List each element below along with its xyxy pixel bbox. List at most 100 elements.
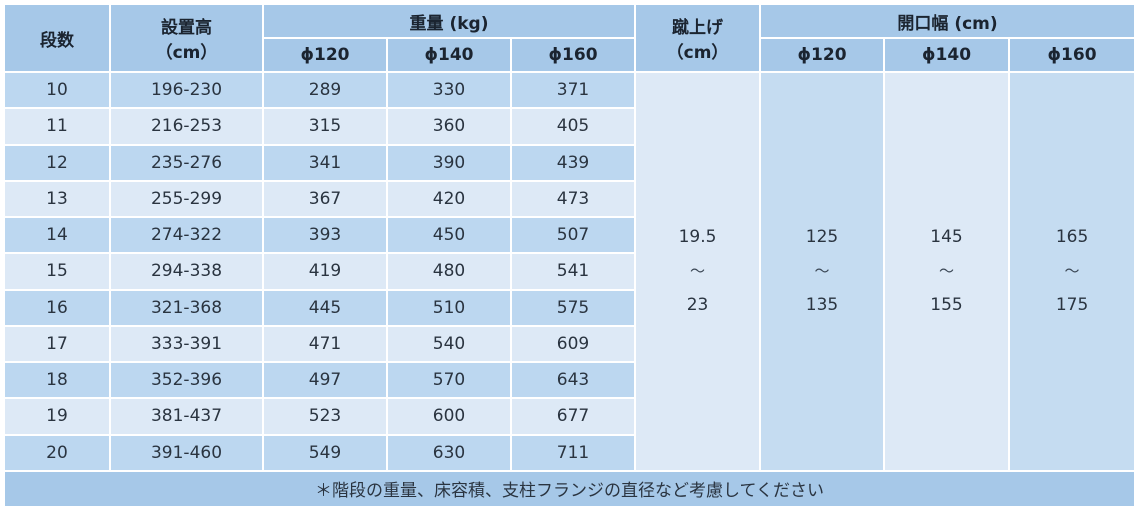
cell-height: 274-322 <box>109 215 264 255</box>
cell-weight-160: 575 <box>509 288 637 327</box>
open120-from: 125 <box>805 227 839 248</box>
header-weight-d140: ϕ140 <box>386 37 512 73</box>
header-weight-d120: ϕ120 <box>262 37 388 73</box>
cell-height: 333-391 <box>109 324 264 364</box>
cell-height: 321-368 <box>109 288 264 327</box>
cell-weight-120: 419 <box>262 252 388 291</box>
cell-open160-merged: 165 〜 175 <box>1008 71 1137 472</box>
kick-from: 19.5 <box>678 227 717 248</box>
cell-weight-120: 393 <box>262 215 388 255</box>
cell-weight-160: 507 <box>509 215 637 255</box>
cell-open140-merged: 145 〜 155 <box>883 71 1011 472</box>
kick-title: 蹴上げ <box>672 18 724 38</box>
cell-weight-140: 510 <box>386 288 512 327</box>
cell-weight-160: 439 <box>509 143 637 182</box>
cell-weight-160: 371 <box>509 70 637 110</box>
cell-weight-120: 549 <box>262 433 388 472</box>
table-row: 15 294-338 419 480 541 <box>3 252 1135 291</box>
header-row-1: 段数 設置高 （cm） 重量 (kg) 蹴上げ （cm） 開口幅 (cm) <box>3 3 1137 73</box>
range-tilde-kick: 〜 <box>690 262 706 281</box>
header-open-d160: ϕ160 <box>1008 37 1137 73</box>
cell-weight-140: 360 <box>386 107 512 146</box>
table-row: 16 321-368 445 510 575 <box>3 288 1135 327</box>
cell-steps: 18 <box>3 360 111 400</box>
header-open-d140: ϕ140 <box>883 37 1011 73</box>
cell-weight-120: 341 <box>262 143 388 182</box>
cell-height: 294-338 <box>109 252 264 291</box>
header-row-2: ϕ120 ϕ140 ϕ160 ϕ120 ϕ140 ϕ160 <box>4 37 1137 73</box>
cell-open120-merged: 125 〜 135 <box>759 71 886 472</box>
cell-weight-160: 609 <box>509 324 637 364</box>
kick-unit: （cm） <box>666 43 729 63</box>
table-row: 11 216-253 315 360 405 <box>3 107 1135 146</box>
cell-steps: 12 <box>3 143 111 182</box>
cell-steps: 19 <box>3 397 111 436</box>
open140-to: 155 <box>930 295 963 316</box>
cell-weight-120: 445 <box>262 288 388 327</box>
table-row: 14 274-322 393 450 507 <box>3 215 1135 255</box>
table-row: 20 391-460 549 630 711 <box>3 433 1135 472</box>
open120-to: 135 <box>805 295 839 316</box>
cell-height: 235-276 <box>109 143 264 182</box>
stair-spec-table: 段数 設置高 （cm） 重量 (kg) 蹴上げ （cm） 開口幅 (cm) ϕ1… <box>2 3 1137 509</box>
cell-weight-140: 600 <box>386 397 512 436</box>
cell-weight-160: 643 <box>509 360 637 400</box>
open160-from: 165 <box>1055 227 1089 248</box>
header-opening-width: 開口幅 (cm) <box>759 3 1137 39</box>
cell-steps: 11 <box>3 107 111 146</box>
cell-height: 381-437 <box>109 397 264 436</box>
header-open-d120: ϕ120 <box>759 37 886 73</box>
table-row: 10 196-230 289 330 371 19.5 〜 23 125 〜 1… <box>3 70 1137 472</box>
header-install-height: 設置高 （cm） <box>109 3 264 73</box>
table-row: 17 333-391 471 540 609 <box>3 324 1135 364</box>
table-row: 19 381-437 523 600 677 <box>3 397 1135 436</box>
cell-weight-140: 630 <box>386 433 512 472</box>
open140-from: 145 <box>930 227 963 248</box>
cell-steps: 14 <box>3 215 111 255</box>
cell-kick-merged: 19.5 〜 23 <box>634 71 762 472</box>
footnote-row: ＊階段の重量、床容積、支柱フランジの直径など考慮してください <box>2 469 1137 509</box>
cell-weight-160: 473 <box>509 179 637 219</box>
table-row: 18 352-396 497 570 643 <box>3 360 1135 400</box>
cell-height: 391-460 <box>109 433 264 472</box>
range-tilde-open140: 〜 <box>939 262 955 281</box>
cell-weight-120: 289 <box>262 70 388 110</box>
install-height-title: 設置高 <box>161 18 212 38</box>
header-weight: 重量 (kg) <box>261 3 637 39</box>
cell-steps: 17 <box>3 324 111 364</box>
cell-steps: 15 <box>3 252 111 291</box>
header-weight-d160: ϕ160 <box>509 37 637 73</box>
cell-steps: 20 <box>3 433 111 472</box>
table-row: 13 255-299 367 420 473 <box>3 179 1135 219</box>
cell-weight-140: 330 <box>386 70 512 110</box>
cell-weight-140: 480 <box>386 252 512 291</box>
install-height-unit: （cm） <box>155 43 218 63</box>
cell-steps: 13 <box>3 179 111 219</box>
cell-weight-160: 677 <box>509 397 637 436</box>
cell-height: 255-299 <box>109 179 264 219</box>
cell-weight-160: 711 <box>509 433 637 472</box>
cell-weight-120: 315 <box>262 107 388 146</box>
cell-height: 216-253 <box>109 107 264 146</box>
footnote: ＊階段の重量、床容積、支柱フランジの直径など考慮してください <box>2 469 1137 509</box>
cell-steps: 16 <box>3 288 111 327</box>
header-steps: 段数 <box>3 3 111 73</box>
cell-weight-140: 570 <box>386 360 512 400</box>
cell-weight-120: 367 <box>262 179 388 219</box>
cell-height: 196-230 <box>109 70 264 110</box>
cell-weight-140: 450 <box>386 215 512 255</box>
kick-to: 23 <box>686 295 709 316</box>
cell-weight-120: 523 <box>262 397 388 436</box>
range-tilde-open160: 〜 <box>1064 262 1080 281</box>
cell-weight-140: 390 <box>386 143 512 182</box>
cell-steps: 10 <box>3 70 111 110</box>
cell-weight-140: 540 <box>386 324 512 364</box>
range-tilde-open120: 〜 <box>814 262 830 281</box>
cell-weight-160: 405 <box>509 107 637 146</box>
cell-weight-160: 541 <box>509 252 637 291</box>
cell-weight-120: 497 <box>262 360 388 400</box>
cell-height: 352-396 <box>109 360 264 400</box>
cell-weight-140: 420 <box>386 179 512 219</box>
open160-to: 175 <box>1055 295 1089 316</box>
header-kick: 蹴上げ （cm） <box>634 3 762 73</box>
